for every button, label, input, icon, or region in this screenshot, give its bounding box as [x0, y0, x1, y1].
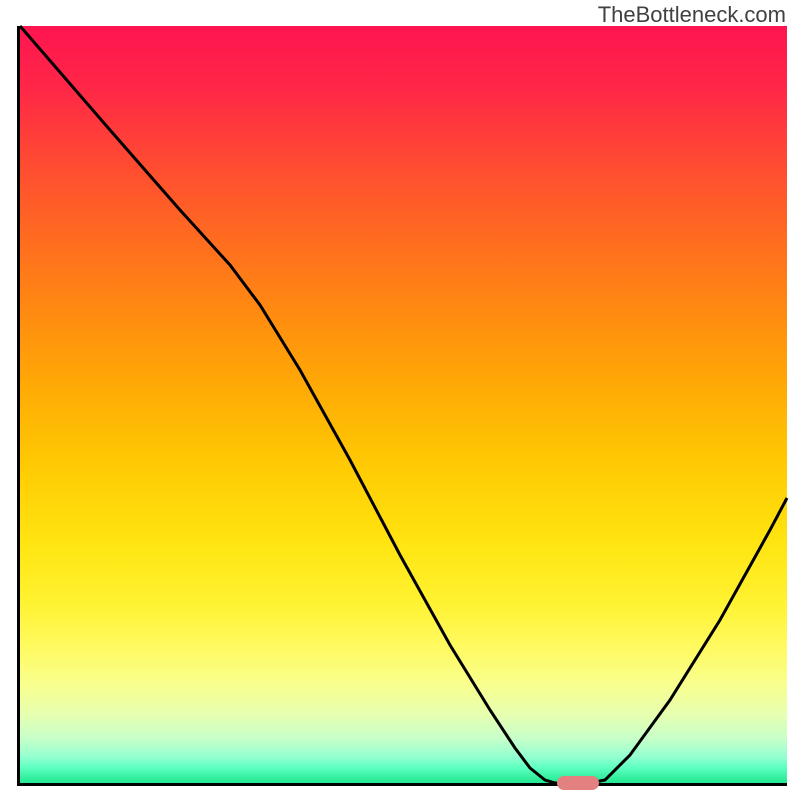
watermark-text: TheBottleneck.com	[598, 2, 786, 28]
chart-container: TheBottleneck.com	[0, 0, 800, 800]
optimal-marker	[557, 776, 599, 790]
bottleneck-curve	[0, 0, 800, 800]
